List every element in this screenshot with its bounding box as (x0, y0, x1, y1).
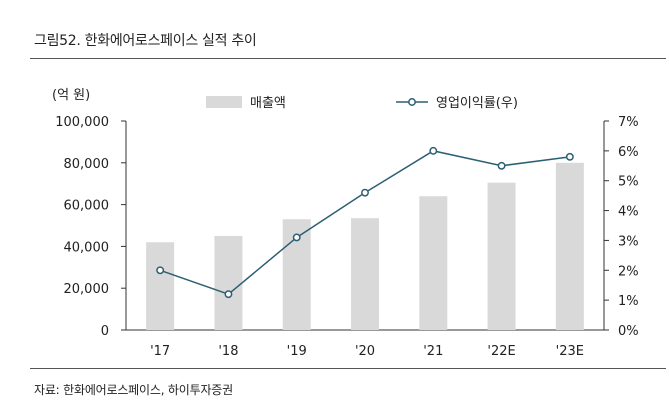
revenue-bar (555, 162, 584, 330)
left-tick-label: 80,000 (64, 157, 110, 172)
margin-point (429, 146, 438, 155)
left-tick-label: 100,000 (55, 115, 109, 130)
right-tick-label: 2% (618, 264, 639, 279)
revenue-bar (214, 235, 243, 330)
revenue-bar (351, 218, 379, 330)
revenue-bar (487, 182, 516, 330)
right-tick-label: 3% (618, 234, 639, 249)
margin-point (292, 233, 301, 242)
right-tick-label: 7% (618, 115, 639, 130)
top-rule (30, 58, 666, 59)
left-tick-label: 40,000 (64, 240, 110, 255)
bottom-rule (30, 368, 666, 369)
category-label: '22E (487, 344, 515, 359)
left-tick-label: 0 (101, 324, 109, 339)
right-tick-label: 5% (618, 175, 639, 190)
legend-group: 매출액 영업이익률(우) (206, 96, 518, 111)
source-note: 자료: 한화에어로스페이스, 하이투자증권 (34, 383, 233, 397)
legend-bar-label: 매출액 (250, 96, 286, 111)
figure-title: 그림52. 한화에어로스페이스 실적 추이 (34, 33, 257, 49)
category-label: '17 (150, 344, 170, 359)
left-tick-label: 60,000 (64, 199, 110, 214)
category-label: '18 (218, 344, 238, 359)
revenue-bar (419, 196, 448, 330)
left-tick-label: 20,000 (64, 282, 110, 297)
right-tick-label: 6% (618, 145, 639, 160)
labels-group: 0 20,000 40,000 60,000 80,000 100,000 0% 1% 2% 3%… (52, 88, 639, 359)
margin-point (497, 161, 506, 170)
margin-point (224, 290, 233, 299)
margin-point (156, 266, 165, 275)
category-label: '23E (556, 344, 584, 359)
legend-line-marker (408, 98, 416, 106)
right-tick-label: 1% (618, 294, 639, 309)
category-label: '21 (423, 344, 443, 359)
margin-point (565, 152, 574, 161)
left-unit-label: (억 원) (52, 88, 90, 103)
revenue-bar (146, 242, 175, 330)
margin-line-group (156, 146, 574, 299)
margin-point (361, 188, 369, 197)
right-tick-label: 4% (618, 205, 639, 220)
right-tick-label: 0% (618, 324, 639, 339)
category-label: '19 (287, 344, 307, 359)
category-label: '20 (355, 344, 375, 359)
legend-line-label: 영업이익률(우) (436, 96, 518, 111)
legend-bar-swatch (206, 96, 242, 108)
bars-group (146, 162, 584, 330)
